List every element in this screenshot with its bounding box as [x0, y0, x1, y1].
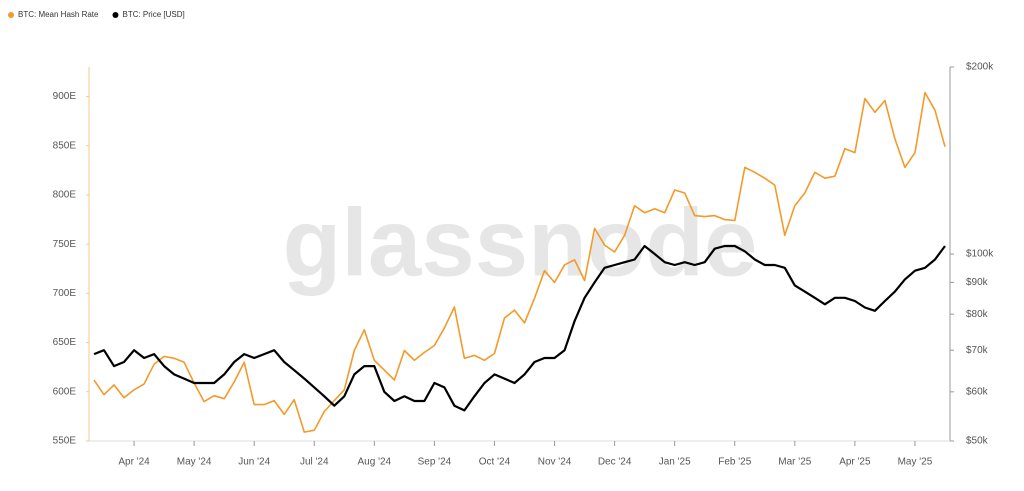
legend-label: BTC: Price [USD]	[122, 10, 184, 19]
x-tick-label: Dec '24	[598, 457, 632, 468]
x-tick-label: Jun '24	[238, 457, 270, 468]
x-tick-label: Jan '25	[659, 457, 691, 468]
y-tick-label: 700E	[53, 288, 77, 299]
y-tick-label: 750E	[53, 239, 77, 250]
series-line	[93, 91, 946, 433]
y2-tick-label: $70k	[966, 345, 989, 356]
x-tick-label: Feb '25	[718, 457, 751, 468]
x-tick-label: Apr '25	[839, 457, 871, 468]
x-tick-label: Sep '24	[418, 457, 452, 468]
y2-tick-label: $100k	[966, 249, 994, 260]
series-line	[93, 244, 946, 412]
legend-marker	[112, 12, 119, 18]
y-tick-label: 800E	[53, 190, 77, 201]
x-tick-label: Aug '24	[358, 457, 392, 468]
x-tick-label: Nov '24	[538, 457, 572, 468]
y2-tick-label: $60k	[966, 386, 989, 397]
x-tick-label: May '25	[898, 457, 933, 468]
y-tick-label: 900E	[53, 91, 77, 102]
y2-tick-label: $200k	[966, 62, 994, 73]
x-tick-label: Apr '24	[118, 457, 150, 468]
legend-label: BTC: Mean Hash Rate	[18, 10, 99, 19]
x-tick-label: Jul '24	[300, 457, 329, 468]
y2-tick-label: $80k	[966, 309, 989, 320]
x-tick-label: Mar '25	[778, 457, 811, 468]
y-tick-label: 550E	[53, 436, 77, 447]
watermark: glassnode	[283, 189, 758, 296]
x-tick-label: Oct '24	[479, 457, 511, 468]
legend-marker	[8, 12, 14, 18]
y-tick-label: 650E	[53, 337, 77, 348]
y2-tick-label: $90k	[966, 277, 989, 288]
x-tick-label: May '24	[177, 457, 212, 468]
y2-tick-label: $50k	[966, 436, 989, 447]
y-tick-label: 850E	[53, 140, 77, 151]
y-tick-label: 600E	[53, 386, 77, 397]
